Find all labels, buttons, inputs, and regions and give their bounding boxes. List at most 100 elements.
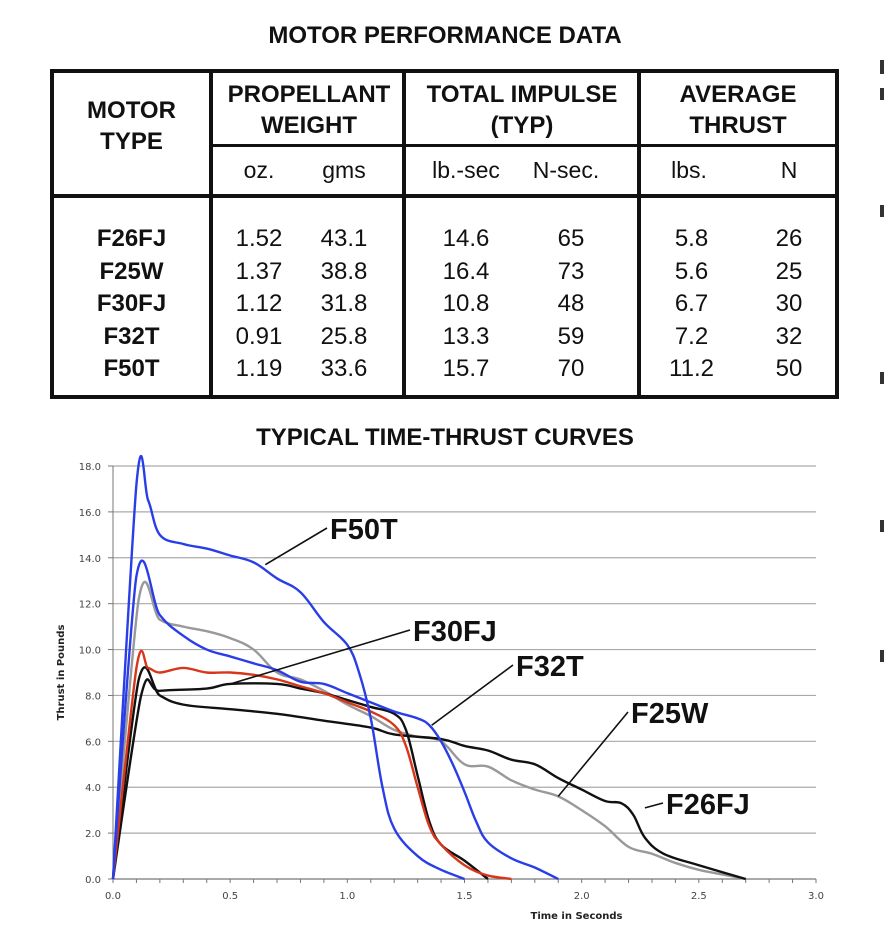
y-tick-label: 8.0 bbox=[85, 691, 101, 702]
cell: 50 bbox=[775, 355, 803, 382]
x-axis-label: Time in Seconds bbox=[531, 911, 623, 922]
cell: 65 bbox=[557, 225, 585, 252]
unit-lb-sec: lb.-sec bbox=[432, 157, 500, 183]
y-tick-label: 12.0 bbox=[79, 600, 101, 611]
leader-line-f26fj bbox=[644, 802, 664, 809]
cell: F32T bbox=[103, 322, 160, 350]
clipped-text bbox=[880, 372, 884, 384]
col-motor: F26FJ F25W F30FJ F32T F50T bbox=[54, 223, 209, 386]
series-label-f32t: F32T bbox=[516, 651, 584, 683]
y-tick-label: 10.0 bbox=[79, 646, 101, 657]
cell: 1.37 bbox=[235, 257, 283, 285]
cell: 32 bbox=[775, 322, 803, 350]
cell: 30 bbox=[775, 290, 803, 317]
x-tick-label: 1.5 bbox=[457, 891, 473, 902]
cell: 13.3 bbox=[442, 322, 490, 350]
cell: 5.8 bbox=[674, 225, 709, 252]
x-tick-label: 3.0 bbox=[808, 891, 824, 902]
cell: 59 bbox=[557, 322, 585, 350]
clipped-text bbox=[880, 60, 884, 74]
divider bbox=[209, 73, 213, 395]
clipped-text bbox=[880, 88, 884, 100]
series-label-f25w: F25W bbox=[631, 698, 709, 730]
cell: 1.52 bbox=[235, 225, 283, 252]
cell: 7.2 bbox=[674, 322, 709, 350]
series-line-f30fj bbox=[111, 678, 489, 880]
y-tick-label: 16.0 bbox=[79, 508, 101, 519]
leader-line-f30fj bbox=[229, 629, 411, 685]
series-line-unlabeled bbox=[111, 649, 512, 881]
thrust-curve-chart: 0.0 2.0 4.0 6.0 8.0 10.0 12.0 14.0 16.0 18.0 0.0 0.… bbox=[56, 454, 824, 922]
table-title: MOTOR PERFORMANCE DATA bbox=[268, 22, 622, 49]
x-tick-label: 2.0 bbox=[574, 891, 590, 902]
cell: 38.8 bbox=[320, 257, 368, 285]
y-axis-label: Thrust in Pounds bbox=[56, 625, 67, 721]
cell: 31.8 bbox=[320, 290, 368, 317]
cell: 25 bbox=[775, 257, 803, 285]
leader-line-f32t bbox=[431, 664, 514, 726]
cell: 0.91 bbox=[235, 322, 283, 350]
y-tick-label: 4.0 bbox=[85, 783, 101, 794]
cell: 5.6 bbox=[674, 257, 709, 285]
col-oz: 1.52 1.37 1.12 0.91 1.19 bbox=[224, 223, 294, 386]
cell: 6.7 bbox=[674, 290, 709, 317]
col-gms: 43.1 38.8 31.8 25.8 33.6 bbox=[304, 223, 384, 386]
unit-gms: gms bbox=[322, 157, 366, 183]
y-tick-label: 6.0 bbox=[85, 737, 101, 748]
cell: 15.7 bbox=[442, 355, 490, 382]
series-label-f30fj: F30FJ bbox=[413, 616, 497, 648]
header-propellant-weight: PROPELLANT WEIGHT bbox=[227, 81, 391, 139]
divider bbox=[209, 144, 835, 147]
col-n-sec: 65 73 48 59 70 bbox=[531, 223, 611, 386]
chart-title: TYPICAL TIME-THRUST CURVES bbox=[256, 424, 634, 451]
cell: 48 bbox=[557, 290, 585, 317]
unit-lbs: lbs. bbox=[671, 157, 707, 183]
cell: F26FJ bbox=[96, 225, 167, 252]
divider bbox=[637, 73, 641, 395]
x-tick-label: 0.0 bbox=[105, 891, 121, 902]
header-motor-type: MOTOR TYPE bbox=[87, 97, 176, 155]
cell: 1.19 bbox=[235, 355, 283, 382]
x-tick-label: 0.5 bbox=[222, 891, 238, 902]
x-tick-label: 2.5 bbox=[691, 891, 707, 902]
header-total-impulse: TOTAL IMPULSE (TYP) bbox=[426, 81, 618, 139]
divider bbox=[402, 73, 406, 395]
cell: 14.6 bbox=[442, 225, 490, 252]
cell: 33.6 bbox=[320, 355, 368, 382]
cell: 73 bbox=[557, 257, 585, 285]
cell: 70 bbox=[557, 355, 585, 382]
col-lbs: 5.8 5.6 6.7 7.2 11.2 bbox=[654, 223, 729, 386]
cell: 43.1 bbox=[320, 225, 368, 252]
leader-line-f50t bbox=[264, 527, 328, 566]
clipped-text bbox=[880, 205, 884, 217]
col-lb-sec: 14.6 16.4 10.8 13.3 15.7 bbox=[426, 223, 506, 386]
clipped-text bbox=[880, 650, 884, 662]
clipped-text bbox=[880, 520, 884, 532]
cell: 26 bbox=[775, 225, 803, 252]
leader-line-f25w bbox=[557, 711, 629, 797]
cell: 11.2 bbox=[669, 355, 714, 382]
cell: 25.8 bbox=[320, 322, 368, 350]
cell: F50T bbox=[103, 355, 160, 382]
header-average-thrust: AVERAGE THRUST bbox=[679, 81, 797, 139]
y-tick-label: 2.0 bbox=[85, 829, 101, 840]
y-tick-label: 0.0 bbox=[85, 875, 101, 886]
cell: F30FJ bbox=[96, 290, 167, 317]
series-line-f26fj bbox=[111, 666, 747, 881]
series-label-f50t: F50T bbox=[330, 514, 398, 546]
series-line-f32t bbox=[111, 559, 559, 881]
y-tick-label: 14.0 bbox=[79, 554, 101, 565]
series-label-f26fj: F26FJ bbox=[666, 789, 750, 821]
cell: 16.4 bbox=[442, 257, 490, 285]
motor-performance-table: MOTOR TYPE PROPELLANT WEIGHT TOTAL IMPUL… bbox=[50, 69, 839, 399]
cell: F25W bbox=[99, 257, 164, 285]
divider bbox=[54, 194, 835, 198]
cell: 1.12 bbox=[235, 290, 283, 317]
unit-n-sec: N-sec. bbox=[532, 157, 600, 183]
cell: 10.8 bbox=[442, 290, 490, 317]
y-tick-label: 18.0 bbox=[79, 462, 101, 473]
col-n: 26 25 30 32 50 bbox=[754, 223, 824, 386]
unit-n: N bbox=[780, 157, 798, 183]
unit-oz: oz. bbox=[243, 157, 275, 183]
x-tick-label: 1.0 bbox=[339, 891, 355, 902]
